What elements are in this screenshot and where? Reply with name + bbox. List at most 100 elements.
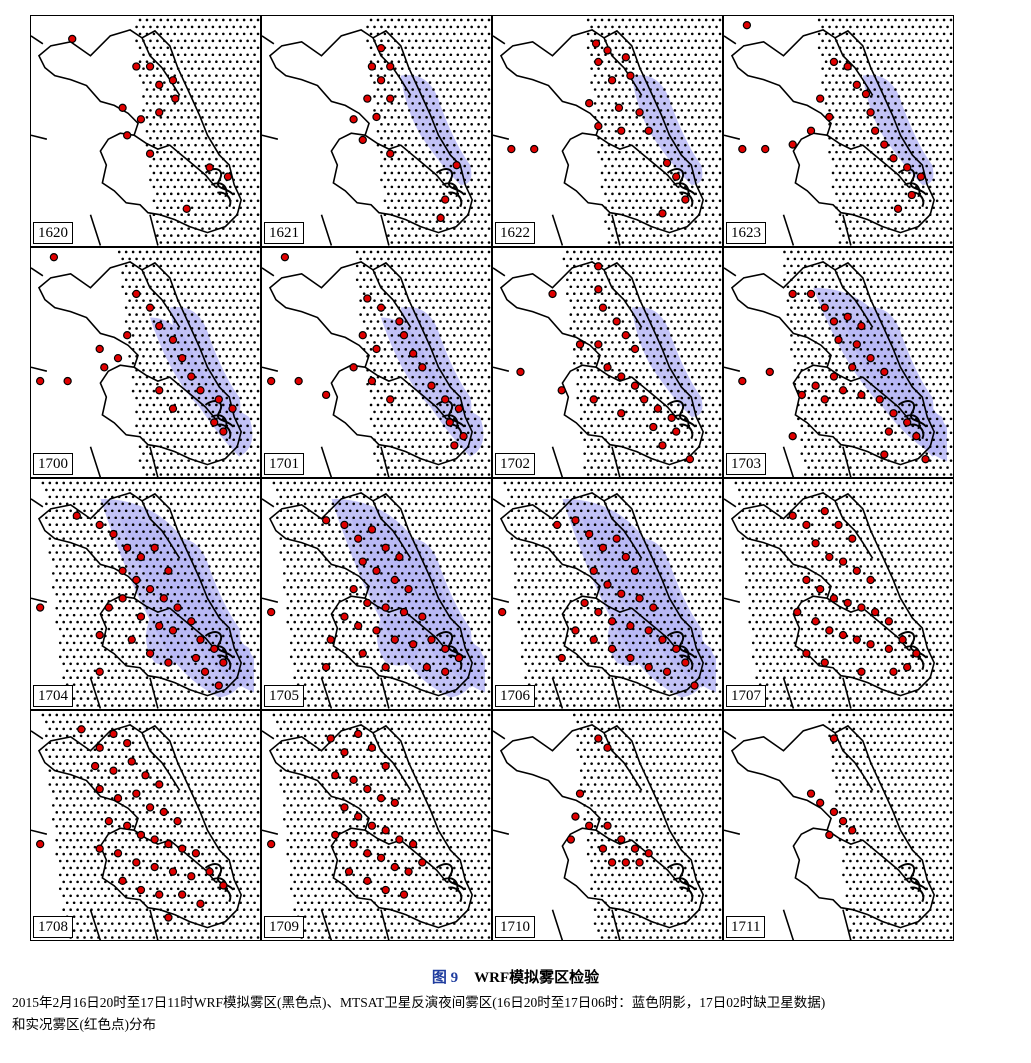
fog-station-dot xyxy=(354,534,363,543)
map-svg xyxy=(724,250,953,477)
fog-station-dot xyxy=(363,94,372,103)
fog-station-dot xyxy=(585,529,594,539)
fog-station-dot xyxy=(340,612,349,621)
fog-station-dot xyxy=(63,376,72,385)
fog-station-dot xyxy=(516,367,525,376)
figure-caption-text: 2015年2月16日20时至17日11时WRF模拟雾区(黑色点)、MTSAT卫星… xyxy=(12,992,1022,1036)
fog-station-dot xyxy=(145,584,155,594)
fog-station-dot xyxy=(603,46,612,55)
fog-station-dot xyxy=(649,422,658,431)
yangtze-estuary xyxy=(435,168,466,208)
fog-station-dot xyxy=(171,94,180,103)
fog-station-dot xyxy=(367,62,377,71)
fog-station-dot xyxy=(381,761,390,770)
fog-station-dot xyxy=(507,144,516,154)
fog-station-dot xyxy=(68,34,77,44)
fog-station-dot xyxy=(603,362,612,372)
fog-station-dot xyxy=(820,506,829,516)
fog-station-dot xyxy=(427,635,436,644)
fog-station-dot xyxy=(109,765,118,775)
fog-station-dot xyxy=(852,635,861,644)
panel-time-label: 1703 xyxy=(726,453,766,475)
yangtze-estuary xyxy=(666,399,697,439)
fog-station-dot xyxy=(761,144,770,154)
panel-time-label: 1704 xyxy=(33,684,73,707)
fog-station-dot xyxy=(109,529,118,539)
fog-station-dot xyxy=(589,635,598,644)
fog-station-dot xyxy=(228,403,237,413)
fog-station-dot xyxy=(349,839,358,848)
fog-station-dot xyxy=(630,566,640,575)
fog-station-dot xyxy=(903,163,912,172)
fog-station-dot xyxy=(127,635,136,644)
fog-station-dot xyxy=(344,866,354,876)
fog-station-dot xyxy=(738,144,747,154)
fog-station-dot xyxy=(598,302,608,312)
satellite-fog-area xyxy=(331,498,476,698)
province-border xyxy=(262,498,390,709)
fog-station-dot xyxy=(113,848,123,857)
fog-station-dot xyxy=(880,140,889,149)
fog-station-dot xyxy=(367,525,377,534)
fog-station-dot xyxy=(118,876,127,885)
fog-station-dot xyxy=(372,112,381,122)
fog-station-dot xyxy=(418,362,427,372)
fog-station-dot xyxy=(72,511,81,520)
fog-station-dot xyxy=(765,367,774,376)
province-border xyxy=(499,260,705,465)
fog-station-dot xyxy=(889,154,898,163)
province-border xyxy=(133,829,216,882)
fog-station-dot xyxy=(159,594,168,603)
wrf-fog-dots xyxy=(41,481,260,707)
province-border xyxy=(493,35,621,246)
fog-station-dot xyxy=(280,252,290,261)
fog-station-dot xyxy=(349,362,358,372)
fog-station-dot xyxy=(168,76,178,85)
fog-station-dot xyxy=(649,603,658,612)
province-border xyxy=(31,266,159,477)
fog-station-dot xyxy=(100,362,109,372)
fog-station-dot xyxy=(372,566,381,575)
province-border xyxy=(724,729,852,940)
fog-station-dot xyxy=(404,584,413,594)
fog-station-dot xyxy=(806,289,816,298)
fog-station-dot xyxy=(427,381,436,390)
fog-station-dot xyxy=(626,653,635,663)
fog-station-dot xyxy=(376,76,386,85)
fog-station-dot xyxy=(838,557,848,566)
fog-station-dot xyxy=(607,76,617,85)
fog-station-dot xyxy=(95,784,104,793)
province-border xyxy=(826,366,909,419)
panel-time-label: 1711 xyxy=(726,916,766,938)
fog-station-dot xyxy=(580,598,589,608)
fog-station-dot xyxy=(797,390,807,399)
fog-station-dot xyxy=(829,594,839,603)
fog-station-dot xyxy=(591,39,601,48)
fog-station-dot xyxy=(788,431,797,440)
fog-station-dot xyxy=(177,889,187,899)
fog-station-dot xyxy=(390,635,399,644)
fog-station-dot xyxy=(838,630,848,640)
fog-station-dot xyxy=(816,94,825,103)
fog-station-dot xyxy=(219,658,228,667)
fog-station-dot xyxy=(399,330,409,339)
yangtze-estuary xyxy=(666,168,697,208)
fog-station-dot xyxy=(907,190,916,200)
map-panel-1703: 1703 xyxy=(723,246,954,478)
fog-station-dot xyxy=(445,417,454,427)
fog-station-dot xyxy=(132,857,141,867)
fog-station-dot xyxy=(321,663,331,672)
fog-station-dot xyxy=(164,839,173,848)
fog-station-dot xyxy=(266,839,276,848)
fog-station-dot xyxy=(136,830,146,839)
fog-station-dot xyxy=(530,144,539,154)
panel-time-label: 1701 xyxy=(264,453,304,475)
panel-time-label: 1702 xyxy=(495,453,535,475)
fog-station-dot xyxy=(168,626,178,635)
fog-station-dot xyxy=(164,912,173,922)
province-border xyxy=(834,269,874,328)
fog-station-dot xyxy=(187,871,196,880)
fog-station-dot xyxy=(866,108,875,117)
fog-station-dot xyxy=(150,862,159,871)
province-border xyxy=(826,597,909,651)
